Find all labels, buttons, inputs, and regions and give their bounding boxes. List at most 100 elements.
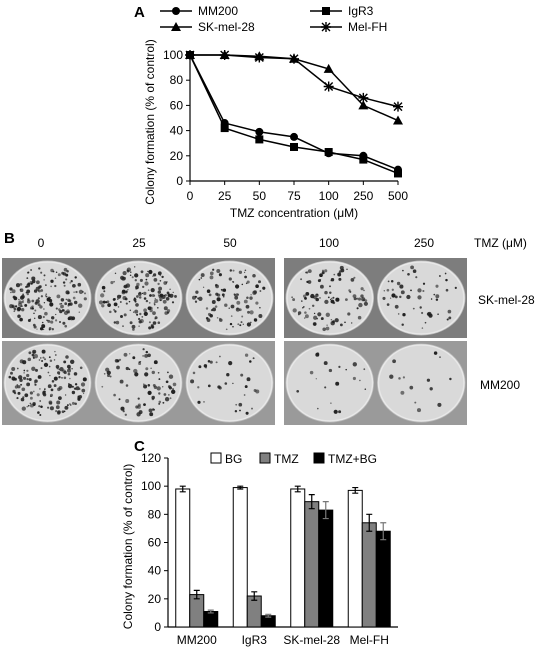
row-label-mm200: MM200 xyxy=(480,378,521,392)
colony xyxy=(394,295,398,299)
colony xyxy=(50,285,52,288)
colony xyxy=(113,298,116,301)
colony xyxy=(47,371,50,374)
colony xyxy=(16,384,19,386)
colony xyxy=(26,369,29,372)
colony xyxy=(226,373,230,377)
error-bar xyxy=(251,591,258,601)
colony xyxy=(143,311,148,316)
data-point xyxy=(359,155,368,164)
colony xyxy=(333,409,338,414)
colony xyxy=(322,327,326,332)
colony xyxy=(244,269,247,272)
colony xyxy=(16,307,21,312)
colony xyxy=(32,390,35,393)
colony xyxy=(235,293,239,297)
colony xyxy=(27,404,30,407)
colony xyxy=(329,298,332,301)
colony xyxy=(20,397,25,402)
colony xyxy=(44,358,46,361)
colony xyxy=(338,270,342,273)
colony xyxy=(402,313,406,317)
colony xyxy=(31,276,36,281)
colony xyxy=(252,357,255,360)
colony xyxy=(136,295,139,298)
colony xyxy=(345,368,347,371)
colony xyxy=(24,393,29,398)
colony xyxy=(125,399,130,403)
colony xyxy=(136,313,139,316)
colony xyxy=(53,359,56,361)
colony xyxy=(335,297,340,302)
data-point xyxy=(289,53,299,64)
colony xyxy=(65,298,68,301)
error-bar xyxy=(366,513,373,532)
colony xyxy=(62,281,66,284)
colony xyxy=(31,353,35,357)
colony xyxy=(22,293,24,296)
colony xyxy=(64,394,67,396)
colony xyxy=(48,365,51,368)
colony xyxy=(145,350,149,354)
colony xyxy=(26,406,28,408)
colony xyxy=(158,400,162,404)
colony xyxy=(39,413,42,417)
colony xyxy=(392,359,396,364)
colony xyxy=(67,383,73,389)
colony xyxy=(36,328,38,330)
colony xyxy=(208,293,212,297)
x-tick-label: SK-mel-28 xyxy=(283,633,340,647)
colony xyxy=(29,280,34,285)
colony xyxy=(82,377,87,382)
data-point xyxy=(323,81,334,92)
colony xyxy=(325,312,330,317)
colony xyxy=(37,303,41,307)
colony xyxy=(145,278,148,281)
colony xyxy=(134,372,139,377)
colony xyxy=(150,325,155,329)
colony xyxy=(21,308,25,312)
colony xyxy=(234,295,239,300)
colony xyxy=(400,290,405,295)
colony xyxy=(103,290,106,293)
y-tick-label: 60 xyxy=(170,98,184,112)
colony xyxy=(68,383,70,385)
colony xyxy=(42,315,45,319)
colony xyxy=(328,368,333,373)
dish-sk-mel-28-100 xyxy=(285,260,374,336)
y-tick-label: 60 xyxy=(148,536,162,550)
colony xyxy=(353,297,357,301)
data-point xyxy=(219,50,230,60)
bar-tmz xyxy=(189,594,205,628)
colony xyxy=(158,392,161,395)
colony xyxy=(446,318,449,321)
colony xyxy=(68,299,72,303)
colony xyxy=(382,296,386,300)
x-tick-label: IgR3 xyxy=(242,633,268,647)
colony xyxy=(71,385,74,388)
colony xyxy=(152,275,154,277)
colony xyxy=(18,298,20,301)
colony xyxy=(438,275,441,277)
colony xyxy=(163,306,168,311)
colony xyxy=(114,272,117,275)
colony xyxy=(125,291,128,294)
colony xyxy=(302,306,305,308)
colony xyxy=(251,407,253,410)
colony xyxy=(205,366,207,369)
colony xyxy=(198,278,201,281)
colony xyxy=(19,317,23,322)
series-mel-fh xyxy=(185,50,403,112)
bar-tmz+bg xyxy=(203,611,219,628)
colony xyxy=(48,356,51,359)
colony xyxy=(435,298,439,301)
colony xyxy=(154,298,159,304)
colony xyxy=(330,319,333,321)
colony xyxy=(249,360,252,363)
colony xyxy=(138,410,143,415)
colony xyxy=(106,300,110,304)
colony xyxy=(116,359,120,363)
colony xyxy=(153,385,158,389)
colony xyxy=(229,322,233,326)
legend-label: IgR3 xyxy=(348,4,374,18)
